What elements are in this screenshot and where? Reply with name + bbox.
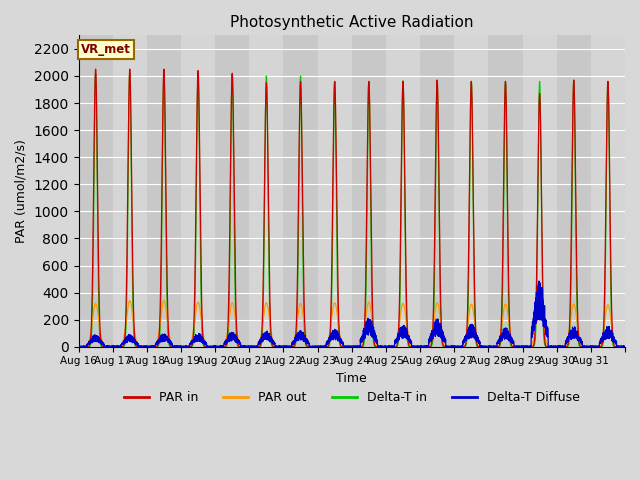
Bar — [522, 36, 557, 347]
Bar — [284, 36, 317, 347]
Bar — [79, 36, 113, 347]
Bar — [147, 36, 181, 347]
Y-axis label: PAR (umol/m2/s): PAR (umol/m2/s) — [15, 139, 28, 243]
Bar — [488, 36, 522, 347]
Bar — [215, 36, 250, 347]
Bar — [386, 36, 420, 347]
Bar — [181, 36, 215, 347]
Bar — [454, 36, 488, 347]
Bar — [113, 36, 147, 347]
Text: VR_met: VR_met — [81, 43, 131, 56]
X-axis label: Time: Time — [337, 372, 367, 385]
Legend: PAR in, PAR out, Delta-T in, Delta-T Diffuse: PAR in, PAR out, Delta-T in, Delta-T Dif… — [119, 386, 584, 409]
Bar — [420, 36, 454, 347]
Bar — [557, 36, 591, 347]
Bar — [250, 36, 284, 347]
Bar — [352, 36, 386, 347]
Bar — [591, 36, 625, 347]
Bar — [317, 36, 352, 347]
Title: Photosynthetic Active Radiation: Photosynthetic Active Radiation — [230, 15, 474, 30]
